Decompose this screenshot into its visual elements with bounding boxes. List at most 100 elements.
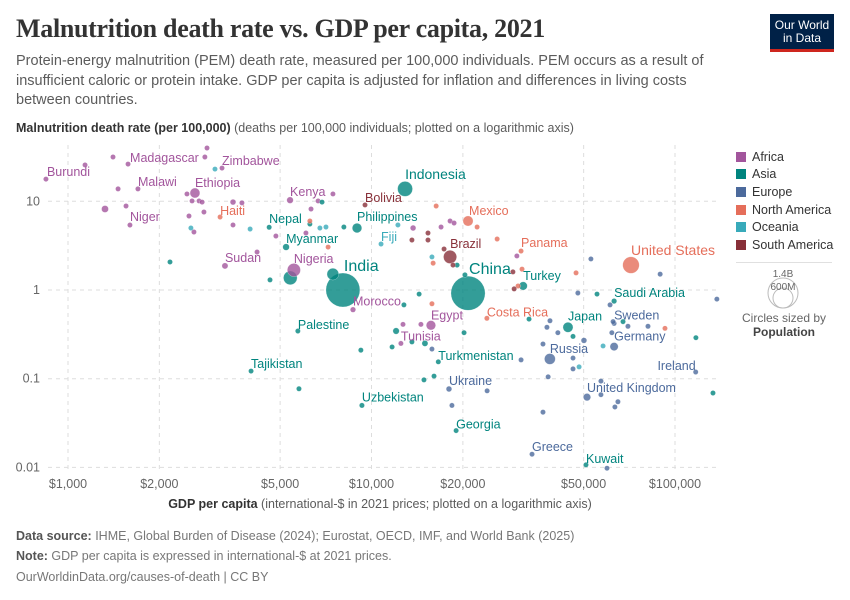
data-point-country[interactable] [645,323,651,330]
data-point-country[interactable] [594,291,600,297]
data-point-country[interactable] [429,300,435,307]
data-point-country[interactable] [401,302,407,308]
data-point-kenya[interactable] [286,196,294,204]
data-point-country[interactable] [598,391,604,398]
data-point-malawi[interactable] [135,186,141,192]
data-point-country[interactable] [389,344,395,350]
data-point-haiti[interactable] [217,214,223,220]
data-point-country[interactable] [429,346,435,352]
data-point-costa-rica[interactable] [484,315,490,322]
data-point-country[interactable] [433,203,439,209]
data-point-country[interactable] [267,277,273,283]
data-point-country[interactable] [662,325,668,332]
data-point-tajikistan[interactable] [248,368,254,374]
data-point-country[interactable] [307,218,313,224]
data-point-egypt[interactable] [425,320,436,331]
data-point-country[interactable] [167,259,173,265]
data-point-morocco[interactable] [349,306,356,313]
data-point-country[interactable] [600,343,606,349]
data-point-japan[interactable] [562,321,574,333]
data-point-country[interactable] [609,329,615,336]
data-point-united-kingdom[interactable] [583,393,591,402]
data-point-country[interactable] [462,272,468,278]
data-point-country[interactable] [341,224,347,230]
data-point-country[interactable] [202,154,208,160]
data-point-country[interactable] [615,398,621,405]
data-point-country[interactable] [189,198,195,204]
data-point-country[interactable] [604,465,610,472]
data-point-country[interactable] [317,225,323,231]
data-point-country[interactable] [429,254,435,260]
data-point-country[interactable] [212,166,218,172]
data-point-uzbekistan[interactable] [359,402,365,409]
owid-logo[interactable]: Our World in Data [770,14,834,52]
data-point-country[interactable] [449,402,455,409]
data-point-country[interactable] [409,339,415,345]
data-point-country[interactable] [607,302,613,308]
data-point-country[interactable] [461,329,467,336]
data-point-greece[interactable] [529,451,535,458]
data-point-germany[interactable] [609,342,619,351]
data-point-country[interactable] [588,256,594,262]
data-point-united-states[interactable] [622,256,640,274]
data-point-country[interactable] [199,199,205,205]
data-point-country[interactable] [395,222,401,228]
data-point-country[interactable] [421,340,429,347]
data-point-country[interactable] [323,224,329,230]
data-point-country[interactable] [416,291,422,297]
data-point-myanmar[interactable] [282,243,290,251]
data-point-country[interactable] [431,373,437,379]
data-point-country[interactable] [229,198,237,206]
data-point-country[interactable] [110,154,116,160]
data-point-ethiopia[interactable] [189,187,201,199]
data-point-country[interactable] [82,162,88,168]
data-point-madagascar[interactable] [125,161,131,167]
data-point-indonesia[interactable] [397,181,413,197]
data-point-saudi-arabia[interactable] [611,298,618,305]
data-point-country[interactable] [247,226,253,232]
data-point-niger[interactable] [127,222,133,228]
data-point-country[interactable] [575,290,581,296]
data-point-panama[interactable] [518,248,524,254]
data-point-country[interactable] [115,186,121,192]
legend-item-europe[interactable]: Europe [736,183,833,201]
data-point-russia[interactable] [544,353,556,365]
data-point-country[interactable] [484,387,490,394]
data-point-country[interactable] [201,209,207,215]
data-point-country[interactable] [230,222,236,228]
legend-item-oceania[interactable]: Oceania [736,218,833,236]
data-point-ireland[interactable] [692,369,699,375]
data-point-india[interactable] [325,272,361,308]
data-point-country[interactable] [555,329,561,336]
data-point-country[interactable] [191,229,197,235]
data-point-burundi[interactable] [43,176,49,182]
data-point-country[interactable] [204,145,210,151]
data-point-country[interactable] [392,327,400,335]
data-point-country[interactable] [519,266,525,272]
data-point-zimbabwe[interactable] [219,165,225,171]
data-point-country[interactable] [518,357,524,363]
legend-item-africa[interactable]: Africa [736,148,833,166]
data-point-country[interactable] [188,225,194,231]
data-point-country[interactable] [441,246,447,252]
data-point-country[interactable] [580,337,588,344]
data-point-country[interactable] [714,296,720,302]
legend-item-north-america[interactable]: North America [736,201,833,219]
data-point-country[interactable] [409,224,417,232]
data-point-country[interactable] [330,191,336,197]
data-point-country[interactable] [409,237,415,243]
data-point-country[interactable] [325,244,331,250]
data-point-country[interactable] [511,286,517,292]
legend-item-asia[interactable]: Asia [736,166,833,184]
data-point-country[interactable] [308,206,314,212]
data-point-country[interactable] [570,333,576,340]
credit-link[interactable]: OurWorldinData.org/causes-of-death | CC … [16,570,269,584]
data-point-country[interactable] [540,409,546,415]
data-point-sudan[interactable] [221,262,229,270]
data-point-country[interactable] [358,347,364,353]
data-point-country[interactable] [598,378,604,384]
data-point-country[interactable] [273,233,279,239]
data-point-country[interactable] [526,316,532,322]
data-point-tunisia[interactable] [398,340,404,347]
data-point-country[interactable] [625,323,631,330]
